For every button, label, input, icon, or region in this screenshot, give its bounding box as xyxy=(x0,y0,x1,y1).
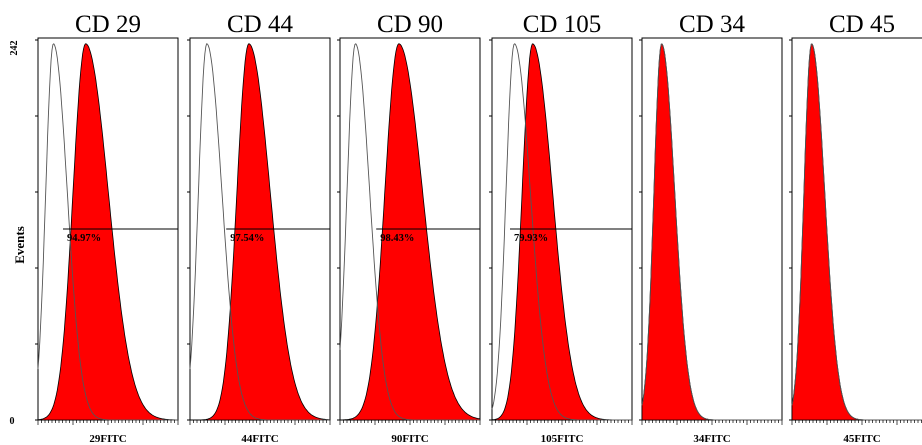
histogram-panel-6: CD 45 45FITC xyxy=(789,11,922,445)
panel-title: CD 29 xyxy=(75,11,141,38)
sample-histogram xyxy=(339,43,481,421)
x-axis-label: 105FITC xyxy=(541,433,584,445)
histogram-panel-3: CD 90 90FITC 98.43% xyxy=(337,11,481,445)
histogram-panel-1: CD 29 29FITC 94.97% xyxy=(35,11,179,445)
gate-percentage: 94.97% xyxy=(67,233,101,244)
histogram-panel-4: CD 105 105FITC 79.93% xyxy=(489,11,633,445)
x-axis-label: 29FITC xyxy=(89,433,126,445)
y-axis-label: Events xyxy=(12,226,27,264)
x-axis-label: 45FITC xyxy=(843,433,880,445)
gate-percentage: 98.43% xyxy=(380,233,414,244)
gate-percentage: 97.54% xyxy=(230,233,264,244)
panel-title: CD 90 xyxy=(377,11,443,38)
control-histogram xyxy=(641,43,782,421)
histogram-panel-2: CD 44 44FITC 97.54% xyxy=(187,11,331,445)
gate-percentage: 79.93% xyxy=(514,233,548,244)
panel-title: CD 34 xyxy=(679,11,745,38)
panel-title: CD 44 xyxy=(227,11,293,38)
y-tick-zero: 0 xyxy=(10,416,15,427)
sample-histogram xyxy=(37,43,179,421)
x-axis-label: 34FITC xyxy=(693,433,730,445)
control-histogram xyxy=(189,43,330,421)
sample-histogram xyxy=(190,43,331,421)
control-histogram xyxy=(37,43,178,421)
x-axis-label: 90FITC xyxy=(391,433,428,445)
control-histogram xyxy=(791,43,922,421)
histogram-panel-5: CD 34 34FITC xyxy=(639,11,783,445)
panel-title: CD 105 xyxy=(523,11,601,38)
panel-title: CD 45 xyxy=(829,11,895,38)
sample-histogram xyxy=(791,43,922,421)
x-axis-label: 44FITC xyxy=(241,433,278,445)
sample-histogram xyxy=(641,43,782,421)
y-tick-max: 242 xyxy=(9,41,20,56)
control-histogram xyxy=(339,43,480,421)
control-histogram xyxy=(491,43,632,421)
sample-histogram xyxy=(491,43,632,421)
